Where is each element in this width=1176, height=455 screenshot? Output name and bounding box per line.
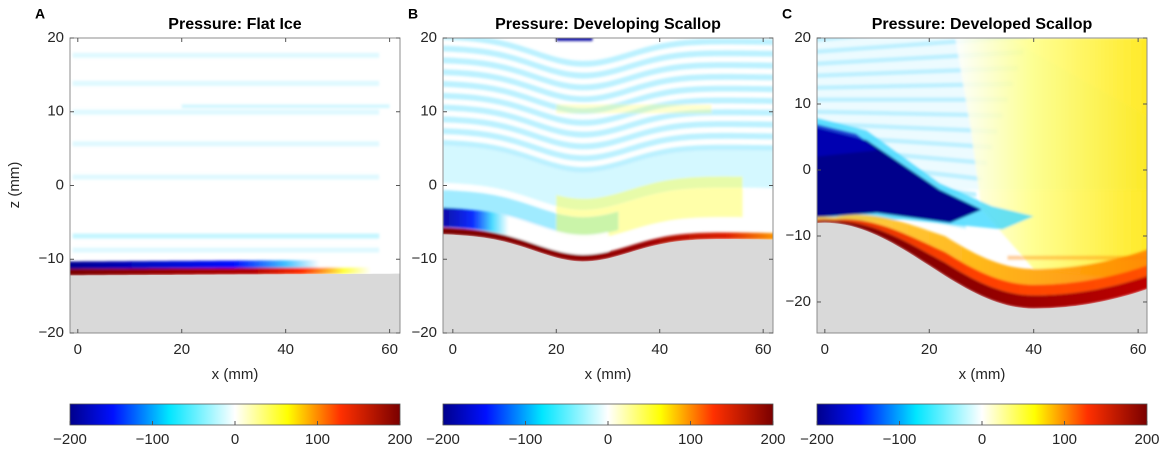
field-patch [443, 80, 773, 114]
colorbar-tick-label: 100 [678, 431, 703, 448]
x-tick-label: 40 [651, 341, 668, 358]
y-tick-label: 20 [47, 29, 64, 46]
x-tick-label: 60 [1130, 341, 1147, 358]
field-patch [556, 176, 743, 240]
field-patch [443, 92, 773, 126]
field-patch [72, 109, 380, 115]
field-patch [443, 116, 773, 150]
field-patch [72, 80, 380, 86]
panel-label: A [35, 6, 45, 22]
y-tick-label: −10 [786, 227, 811, 244]
field-patch [72, 233, 380, 239]
y-tick-label: −10 [412, 250, 437, 267]
field-patch [817, 219, 1147, 296]
field-patch [72, 52, 380, 58]
plot-area [70, 38, 400, 333]
field-patch [817, 124, 878, 157]
colorbar-tick-label: −200 [800, 431, 834, 448]
pressure-field [443, 38, 773, 262]
colorbar-tick-label: 0 [978, 431, 986, 448]
chart-title: Pressure: Developed Scallop [872, 16, 1093, 33]
x-tick-label: 60 [755, 341, 772, 358]
x-tick-label: 60 [381, 341, 398, 358]
y-tick-label: −20 [412, 324, 437, 341]
y-tick-label: 20 [420, 29, 437, 46]
y-tick-label: 0 [56, 176, 64, 193]
y-tick-label: −20 [39, 324, 64, 341]
field-patch [443, 207, 608, 255]
chart-title: Pressure: Flat Ice [168, 16, 302, 33]
field-patch [70, 259, 400, 269]
colorbar-tick-label: 200 [760, 431, 785, 448]
field-patch [443, 57, 773, 91]
y-tick-label: 10 [420, 103, 437, 120]
axes-box [816, 37, 1148, 334]
field-patch [443, 145, 773, 210]
y-tick-label: 10 [794, 95, 811, 112]
field-patch [817, 214, 1147, 285]
field-patch [72, 141, 380, 147]
plot-area [443, 38, 773, 333]
ice [443, 234, 773, 333]
panel-label: B [408, 6, 418, 22]
field-patch [556, 104, 712, 114]
y-tick-label: −10 [39, 250, 64, 267]
x-tick-label: 20 [921, 341, 938, 358]
x-tick-label: 20 [548, 341, 565, 358]
x-tick-label: 40 [1025, 341, 1042, 358]
field-patch [443, 69, 773, 103]
field-patch [556, 38, 593, 41]
x-tick-label: 20 [173, 341, 190, 358]
y-tick-label: 0 [803, 161, 811, 178]
field-patch [443, 128, 773, 162]
panel-label: C [782, 6, 792, 22]
field-patch [70, 267, 400, 276]
y-tick-label: 0 [429, 176, 437, 193]
ice [70, 273, 400, 333]
x-axis-label: x (mm) [959, 366, 1006, 383]
field-patch [72, 174, 380, 180]
colorbar-tick-label: −100 [509, 431, 543, 448]
plot-area [817, 38, 1147, 333]
x-axis-label: x (mm) [212, 366, 259, 383]
ice [817, 222, 1147, 333]
x-tick-label: 40 [277, 341, 294, 358]
field-patch [181, 104, 390, 109]
colorbar-tick-label: 0 [604, 431, 612, 448]
x-tick-label: 0 [449, 341, 457, 358]
field-patch [443, 45, 773, 79]
field-patch [817, 220, 1147, 309]
colorbar-tick-label: −100 [883, 431, 917, 448]
colorbar-tick-label: −100 [136, 431, 170, 448]
colorbar-tick-label: 200 [387, 431, 412, 448]
colorbar-tick-label: 200 [1134, 431, 1159, 448]
y-tick-label: −20 [786, 293, 811, 310]
y-tick-label: 20 [794, 29, 811, 46]
field-patch [443, 227, 773, 262]
colorbar-tick-label: −200 [53, 431, 87, 448]
x-tick-label: 0 [74, 341, 82, 358]
chart-title: Pressure: Developing Scallop [495, 16, 721, 33]
field-patch [72, 247, 380, 253]
colorbar-tick-label: 100 [1052, 431, 1077, 448]
x-axis-label: x (mm) [585, 366, 632, 383]
colorbar-tick-label: −200 [426, 431, 460, 448]
x-tick-label: 0 [821, 341, 829, 358]
pressure-field [70, 52, 400, 276]
field-patch [443, 139, 773, 173]
pressure-field [817, 38, 1147, 309]
colorbar-tick-label: 0 [231, 431, 239, 448]
field-patch [443, 38, 773, 67]
field-patch [1007, 255, 1147, 260]
y-axis-label: z (mm) [6, 162, 23, 209]
y-tick-label: 10 [47, 103, 64, 120]
colorbar-tick-label: 100 [305, 431, 330, 448]
